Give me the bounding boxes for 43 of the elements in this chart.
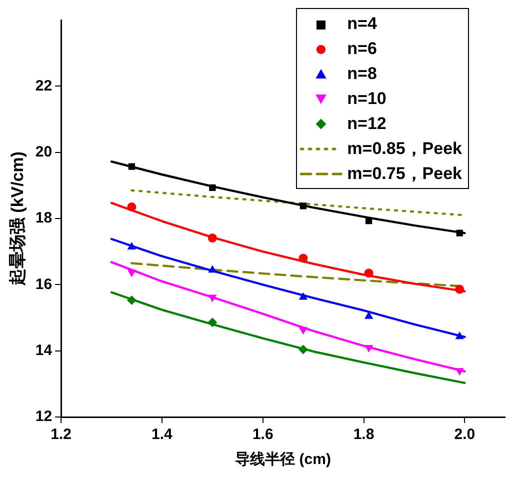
point: [127, 296, 136, 305]
point: [364, 345, 373, 352]
x-tick-label: 1.8: [353, 426, 374, 444]
point: [455, 284, 464, 294]
point: [128, 270, 136, 277]
point: [127, 202, 136, 212]
x-tick-label: 1.6: [252, 426, 274, 444]
legend-label: n=8: [347, 64, 377, 84]
y-axis-title: 起晕场强 (kV/cm): [8, 151, 27, 287]
point: [364, 312, 373, 319]
point: [364, 268, 374, 278]
point: [208, 318, 217, 327]
point: [208, 266, 216, 273]
point: [456, 332, 464, 340]
legend-label: n=4: [347, 14, 377, 34]
y-tick-label: 12: [35, 408, 52, 426]
point: [300, 202, 307, 210]
point: [208, 294, 216, 302]
point: [365, 217, 372, 224]
x-tick-label: 2.0: [454, 426, 476, 444]
legend-label: m=0.75，Peek: [347, 163, 462, 185]
point: [299, 292, 308, 300]
point: [128, 163, 136, 170]
legend-label: m=0.85，Peek: [347, 138, 462, 160]
y-tick-label: 20: [35, 143, 52, 160]
point: [208, 234, 217, 243]
x-tick-label: 1.2: [50, 426, 72, 444]
legend-label: n=6: [347, 38, 377, 58]
point: [456, 230, 463, 236]
y-tick-label: 22: [35, 77, 52, 94]
y-tick-label: 16: [35, 276, 52, 293]
y-tick-label: 18: [35, 210, 52, 227]
point: [298, 345, 308, 354]
legend-label: n=12: [347, 114, 386, 134]
y-tick-label: 14: [35, 342, 53, 359]
x-tick-label: 1.4: [152, 426, 174, 444]
point: [128, 242, 136, 250]
legend-label: n=10: [347, 88, 386, 108]
x-axis-title: 导线半径 (cm): [235, 451, 331, 468]
point: [456, 368, 464, 376]
point: [209, 184, 216, 192]
point: [298, 254, 308, 263]
point: [299, 327, 308, 334]
